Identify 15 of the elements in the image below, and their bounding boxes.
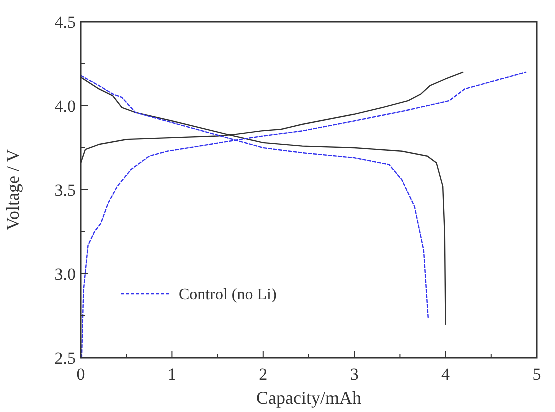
x-tick-label: 3: [350, 365, 359, 384]
y-axis-title: Voltage / V: [3, 149, 23, 231]
y-tick-label: 2.5: [54, 348, 76, 368]
x-tick-label: 0: [76, 365, 86, 384]
x-tick-label: 1: [168, 365, 176, 384]
line-series: [81, 72, 527, 359]
y-tick-label: 4.5: [54, 12, 76, 32]
legend-label: Control (no Li): [179, 286, 277, 304]
y-tick-label: 3.5: [54, 180, 76, 200]
x-tick-label: 5: [532, 365, 542, 384]
x-tick-label: 4: [442, 365, 451, 384]
x-axis-title: Capacity/mAh: [256, 388, 362, 408]
x-tick-label: 2: [259, 365, 268, 384]
y-tick-label: 4.0: [54, 96, 76, 116]
y-tick-label: 3.0: [54, 264, 76, 284]
